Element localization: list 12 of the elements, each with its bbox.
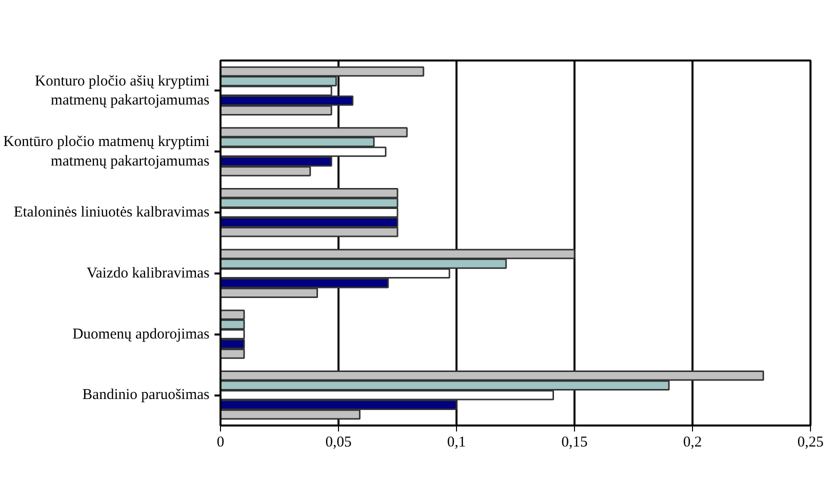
x-tick-label: 0,25: [797, 434, 824, 450]
y-tick-label: Kontūro pločio matmenų kryptimi matmenų pakartojamumas: [3, 134, 210, 170]
y-tick-label: Vaizdo kalibravimas: [86, 265, 210, 282]
x-tick-label: 0,2: [683, 434, 702, 450]
y-tick-label: Duomenų apdorojimas: [72, 326, 210, 342]
y-tick-label: Konturo pločio ašių kryptimi matmenų pakartojamumas: [34, 73, 210, 109]
y-tick-label: Bandinio paruošimas: [82, 387, 210, 404]
x-tick-label: 0,05: [325, 434, 352, 450]
x-tick-label: 0,1: [447, 434, 466, 450]
y-tick-label: Etaloninės liniuotės kalbravimas: [14, 204, 210, 221]
x-tick-label: 0,15: [561, 434, 588, 450]
x-tick-label: 0: [216, 434, 224, 450]
